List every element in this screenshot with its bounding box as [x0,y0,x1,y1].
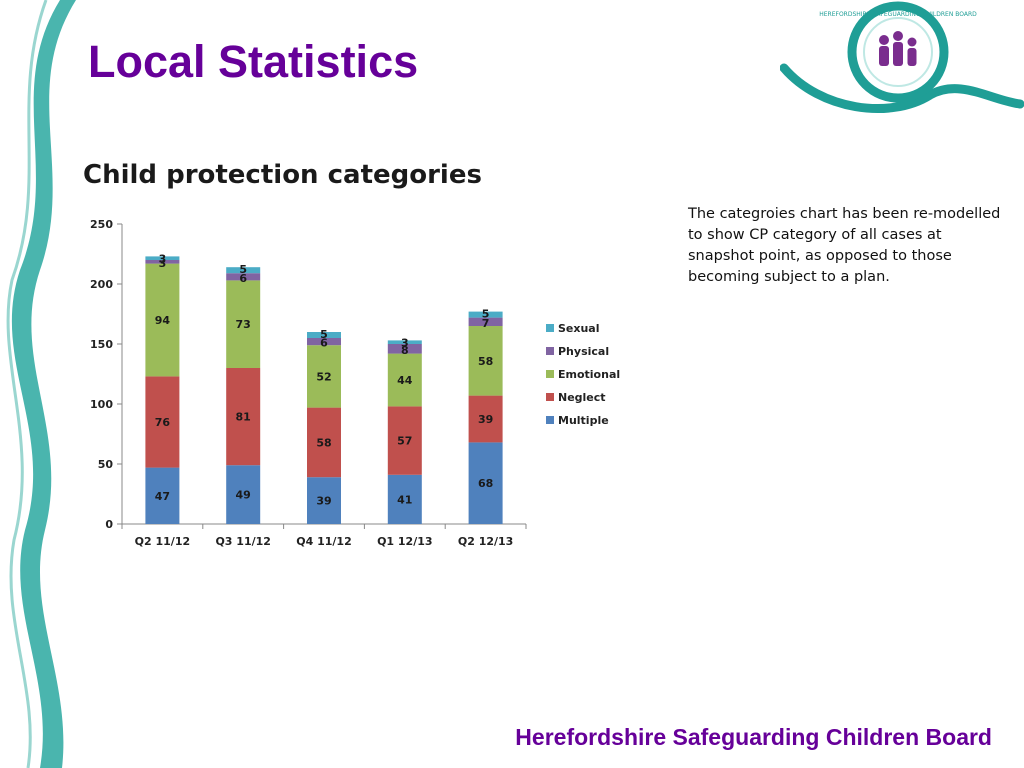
y-tick-label: 100 [90,398,113,411]
bar-segment [468,317,503,326]
slide-title: Local Statistics [88,36,419,87]
legend-swatch [546,347,554,355]
bar-segment [145,376,180,468]
logo-ring [847,1,949,103]
legend-label: Emotional [558,368,620,381]
data-label: 44 [397,374,413,387]
bar-segment [387,474,422,524]
logo-text: HEREFORDSHIRE SAFEGUARDING CHILDREN BOAR… [819,11,977,18]
chart-title: Child protection categories [83,160,482,190]
stacked-bar-chart: 0 50 100 150 200 250 Q2 11/12 Q3 11/12 Q4 11/12 Q… [90,218,620,548]
data-label: 5 [482,308,490,321]
chart-note: The categroies chart has been re-modelle… [688,206,1001,285]
data-label: 81 [236,411,251,424]
board-logo: HEREFORDSHIRE SAFEGUARDING CHILDREN BOAR… [780,1,1024,114]
chart-axes: 0 50 100 150 200 250 Q2 11/12 Q3 11/12 Q4 11/12 Q… [90,218,527,548]
data-label: 73 [236,318,251,331]
data-label: 49 [236,489,251,502]
data-label: 58 [478,355,493,368]
legend-swatch [546,370,554,378]
y-tick-label: 0 [105,518,113,531]
data-label: 76 [155,416,171,429]
y-tick-label: 200 [90,278,113,291]
x-tick-label: Q4 11/12 [296,535,351,548]
data-label: 3 [159,252,167,265]
bar-segment [226,465,261,524]
y-tick-label: 50 [98,458,114,471]
data-label: 3 [401,336,409,349]
bar-segment [387,344,422,354]
legend-swatch [546,393,554,401]
bar-segment [468,326,503,396]
x-tick-label: Q2 12/13 [458,535,513,548]
x-tick-label: Q1 12/13 [377,535,432,548]
data-label: 6 [239,272,247,285]
data-label: 39 [478,413,493,426]
data-label: 6 [320,337,328,350]
bar-segment [226,368,261,466]
data-label: 94 [155,314,171,327]
bar-segment [307,477,341,524]
bar-segment [468,311,503,318]
bar-segment [145,256,180,260]
legend-swatch [546,324,554,332]
data-label: 58 [316,436,331,449]
data-label: 39 [316,495,331,508]
bar-segment [387,406,422,475]
legend-label: Multiple [558,414,609,427]
x-tick-label: Q2 11/12 [135,535,190,548]
bar-segment [145,260,180,264]
bar-segment [387,353,422,407]
legend-label: Sexual [558,322,600,335]
data-label: 8 [401,344,409,357]
data-label: 5 [239,263,247,276]
y-tick-label: 150 [90,338,113,351]
data-label: 5 [320,328,328,341]
bar-segment [468,395,503,443]
bar-segment [226,267,261,274]
bar-segment [468,442,503,524]
bar-segment [307,338,341,346]
legend-label: Neglect [558,391,606,404]
footer-text: Herefordshire Safeguarding Children Boar… [515,724,992,750]
bar-segment [307,332,341,338]
bar-segment [226,280,261,368]
family-figures-icon [879,31,917,66]
data-label: 52 [316,370,331,383]
data-label: 41 [397,493,412,506]
data-label: 3 [159,257,167,270]
legend-label: Physical [558,345,609,358]
bar-segment [145,467,180,524]
bar-segment [387,340,422,344]
legend-swatch [546,416,554,424]
y-tick-label: 250 [90,218,113,231]
bar-segment [307,345,341,408]
data-label: 7 [482,317,490,330]
bar-segment [226,273,261,281]
decorative-ribbon [6,0,77,768]
data-label: 47 [155,490,170,503]
bar-segment [307,407,341,478]
data-label: 57 [397,435,412,448]
bar-segment [145,263,180,377]
chart-legend: Sexual Physical Emotional Neglect Multiple [546,322,620,427]
data-label: 68 [478,477,493,490]
x-tick-label: Q3 11/12 [215,535,270,548]
